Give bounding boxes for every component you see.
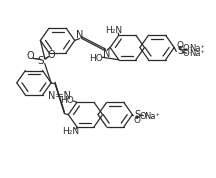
Text: O⁻: O⁻ <box>183 49 194 58</box>
Text: S: S <box>177 46 183 56</box>
Text: O: O <box>134 116 141 125</box>
Text: N: N <box>103 48 110 59</box>
Text: Na⁺: Na⁺ <box>189 44 205 53</box>
Text: HO: HO <box>60 96 74 105</box>
Text: O⁻: O⁻ <box>139 112 150 121</box>
Text: H₂N: H₂N <box>105 26 122 35</box>
Text: N=N: N=N <box>48 91 71 101</box>
Text: HO: HO <box>89 54 103 63</box>
Text: N: N <box>76 30 84 40</box>
Text: O: O <box>177 41 184 50</box>
Text: Na⁺: Na⁺ <box>144 112 160 121</box>
Text: Na⁺: Na⁺ <box>189 49 205 58</box>
Text: S: S <box>134 110 140 120</box>
Text: H₂N: H₂N <box>62 127 79 136</box>
Text: O: O <box>47 49 55 60</box>
Text: O: O <box>27 51 35 61</box>
Text: O⁻: O⁻ <box>183 44 194 53</box>
Text: S: S <box>37 56 44 66</box>
